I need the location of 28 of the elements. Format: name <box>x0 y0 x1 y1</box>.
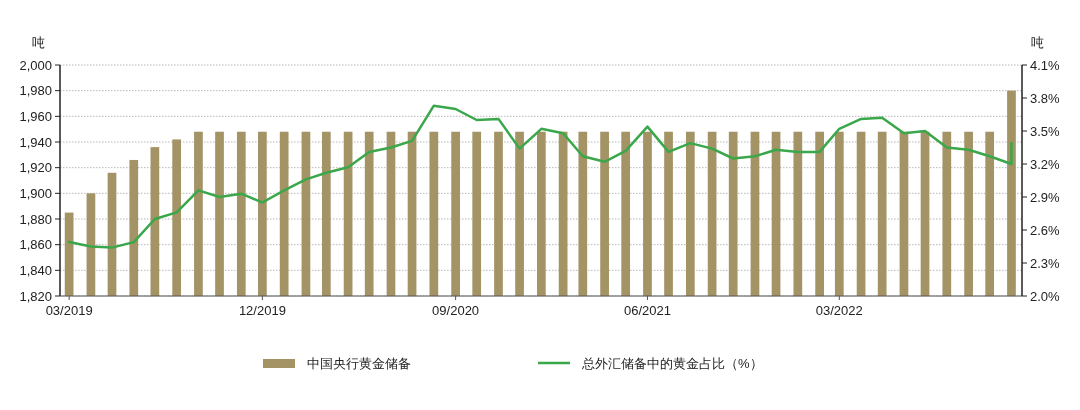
line-series <box>67 104 1013 249</box>
x-tick-label: 03/2022 <box>815 303 863 318</box>
y2-tick-label: 2.0% <box>1030 288 1061 304</box>
y2-tick-label: 2.9% <box>1030 189 1061 205</box>
y2-tick-label: 3.8% <box>1030 90 1061 106</box>
x-tick-label: 12/2019 <box>238 303 286 318</box>
x-tick-label: 09/2020 <box>432 303 480 318</box>
y-tick-label: 1,820 <box>19 288 52 304</box>
y2-tick-label: 2.6% <box>1030 222 1061 238</box>
y-tick-label: 1,920 <box>19 160 52 176</box>
y-tick-label: 1,940 <box>19 134 52 150</box>
legend-label: 总外汇储备中的黄金占比（%） <box>581 355 763 371</box>
y-tick-label: 1,840 <box>19 262 52 278</box>
legend-label: 中国央行黄金储备 <box>307 355 411 371</box>
y2-axis-title: 吨 <box>1030 35 1044 50</box>
x-tick-label: 06/2021 <box>623 303 671 318</box>
y-tick-label: 1,900 <box>19 185 52 201</box>
x-tick-label: 03/2019 <box>45 303 93 318</box>
y2-tick-label: 4.1% <box>1030 57 1061 73</box>
y-tick-label: 1,880 <box>19 211 52 227</box>
y2-tick-label: 3.2% <box>1030 156 1061 172</box>
y-tick-label: 2,000 <box>19 57 52 73</box>
y-tick-label: 1,860 <box>19 237 52 253</box>
y-tick-label: 1,980 <box>19 83 52 99</box>
y2-tick-label: 3.5% <box>1030 123 1061 139</box>
y2-tick-label: 2.3% <box>1030 255 1061 271</box>
y-tick-label: 1,960 <box>19 108 52 124</box>
y-axis-title: 吨 <box>31 35 45 50</box>
